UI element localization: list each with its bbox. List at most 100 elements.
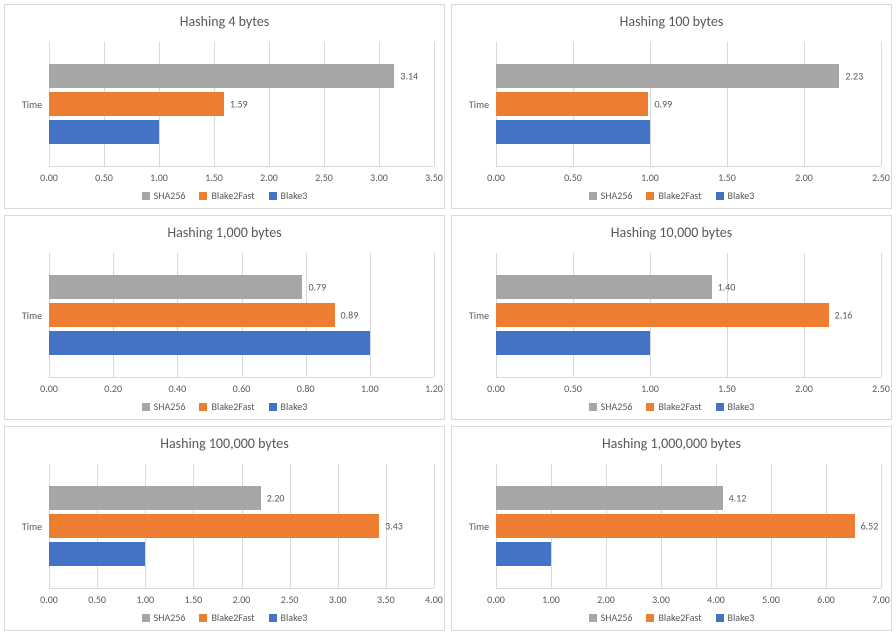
legend-label: SHA256 xyxy=(601,611,633,624)
y-axis-label: Time xyxy=(462,253,496,398)
legend-label: Blake3 xyxy=(728,189,755,202)
bars-group: 2.20 3.43 xyxy=(49,472,434,580)
x-axis-ticks: 0.000.501.001.502.002.50 xyxy=(496,378,881,398)
x-tick-label: 1.50 xyxy=(718,171,736,184)
x-tick-label: 0.50 xyxy=(564,171,582,184)
legend-swatch xyxy=(199,403,207,411)
bar-wrap: 3.43 xyxy=(49,514,434,538)
x-tick-label: 0.50 xyxy=(95,171,113,184)
plot: 4.126.520.001.002.003.004.005.006.007.00 xyxy=(496,464,881,609)
x-tick-label: 4.00 xyxy=(707,593,725,606)
y-axis-label: Time xyxy=(15,464,49,609)
chart-title: Hashing 1,000 bytes xyxy=(15,224,434,241)
bar-value-label: 0.89 xyxy=(341,309,359,322)
legend-swatch xyxy=(589,403,597,411)
legend-item-blake3: Blake3 xyxy=(716,611,755,624)
bars-group: 2.230.99 xyxy=(496,50,881,158)
chart-panel: Hashing 10,000 bytesTime1.402.160.000.50… xyxy=(451,215,892,420)
y-axis-label: Time xyxy=(15,42,49,187)
chart-title: Hashing 4 bytes xyxy=(15,13,434,30)
legend-swatch xyxy=(269,614,277,622)
grid-line xyxy=(434,42,435,166)
x-tick-label: 1.20 xyxy=(425,382,443,395)
x-axis-ticks: 0.000.501.001.502.002.503.003.50 xyxy=(49,167,434,187)
bar-value-label: 3.43 xyxy=(385,520,403,533)
x-tick-label: 1.00 xyxy=(641,382,659,395)
bar-wrap: 3.14 xyxy=(49,64,434,88)
bar-blake3 xyxy=(496,542,551,566)
x-tick-label: 0.00 xyxy=(487,171,505,184)
bar-wrap: 1.59 xyxy=(49,92,434,116)
bar-blake2fast xyxy=(496,303,829,327)
legend-swatch xyxy=(269,403,277,411)
grid-line xyxy=(881,253,882,377)
plot: 2.230.99 0.000.501.001.502.002.50 xyxy=(496,42,881,187)
bar-value-label: 2.20 xyxy=(267,492,285,505)
plot: 0.790.890.000.200.400.600.801.001.20 xyxy=(49,253,434,398)
chart-title: Hashing 1,000,000 bytes xyxy=(462,435,881,452)
plot-area: 1.402.16 xyxy=(496,253,881,378)
legend-item-sha256: SHA256 xyxy=(589,611,633,624)
legend-label: Blake3 xyxy=(728,611,755,624)
bar-blake2fast xyxy=(49,303,335,327)
x-tick-label: 2.50 xyxy=(315,171,333,184)
plot-area: 3.14 1.59 xyxy=(49,42,434,167)
bar-wrap xyxy=(496,120,881,144)
legend-item-blake3: Blake3 xyxy=(716,400,755,413)
bars-group: 1.402.16 xyxy=(496,261,881,369)
legend-item-blake2fast: Blake2Fast xyxy=(199,611,254,624)
legend-item-sha256: SHA256 xyxy=(142,611,186,624)
legend-swatch xyxy=(199,192,207,200)
legend-swatch xyxy=(269,192,277,200)
bar-value-label: 3.14 xyxy=(400,70,418,83)
legend-label: Blake2Fast xyxy=(211,400,254,413)
chart-panel: Hashing 100,000 bytes Time 2.20 3.43 0.000.5… xyxy=(4,426,445,631)
bars-group: 4.126.52 xyxy=(496,472,881,580)
plot-row: Time3.141.590.000.501.001.502.002.503.00… xyxy=(15,42,434,187)
x-tick-label: 2.00 xyxy=(260,171,278,184)
legend-item-blake2fast: Blake2Fast xyxy=(199,189,254,202)
legend: SHA256Blake2FastBlake3 xyxy=(15,400,434,413)
y-axis-label: Time xyxy=(462,464,496,609)
legend-item-blake3: Blake3 xyxy=(716,189,755,202)
bar-sha256 xyxy=(496,64,839,88)
bar-wrap xyxy=(49,120,434,144)
x-axis-ticks: 0.000.501.001.502.002.503.003.504.00 xyxy=(49,589,434,609)
x-tick-label: 1.00 xyxy=(136,593,154,606)
legend-swatch xyxy=(142,403,150,411)
legend-item-blake3: Blake3 xyxy=(269,189,308,202)
legend-label: Blake3 xyxy=(728,400,755,413)
x-tick-label: 1.00 xyxy=(542,593,560,606)
bar-wrap: 0.99 xyxy=(496,92,881,116)
legend-item-blake3: Blake3 xyxy=(269,611,308,624)
plot-area: 4.126.52 xyxy=(496,464,881,589)
plot: 3.141.590.000.501.001.502.002.503.003.50 xyxy=(49,42,434,187)
bar-wrap: 2.20 xyxy=(49,486,434,510)
charts-grid: Hashing 4 bytesTime3.141.590.000.501.001… xyxy=(4,4,892,631)
chart-title: Hashing 100,000 bytes xyxy=(15,435,434,452)
legend-label: SHA256 xyxy=(154,400,186,413)
x-axis-ticks: 0.000.501.001.502.002.50 xyxy=(496,167,881,187)
legend-item-sha256: SHA256 xyxy=(142,189,186,202)
x-tick-label: 0.00 xyxy=(487,593,505,606)
chart-panel: Hashing 1,000 bytesTime0.790.890.000.200… xyxy=(4,215,445,420)
x-tick-label: 7.00 xyxy=(872,593,890,606)
chart-panel: Hashing 4 bytesTime3.141.590.000.501.001… xyxy=(4,4,445,209)
x-tick-label: 1.50 xyxy=(718,382,736,395)
x-tick-label: 0.80 xyxy=(297,382,315,395)
chart-title: Hashing 100 bytes xyxy=(462,13,881,30)
bar-wrap: 1.40 xyxy=(496,275,881,299)
legend-swatch xyxy=(716,614,724,622)
x-tick-label: 2.00 xyxy=(597,593,615,606)
x-axis-ticks: 0.001.002.003.004.005.006.007.00 xyxy=(496,589,881,609)
legend-swatch xyxy=(589,614,597,622)
plot: 2.20 3.43 0.000.501.001.502.002.503.003.50… xyxy=(49,464,434,609)
bar-blake2fast xyxy=(496,92,648,116)
bar-blake2fast xyxy=(49,514,379,538)
x-tick-label: 0.50 xyxy=(564,382,582,395)
grid-line xyxy=(881,42,882,166)
bar-blake3 xyxy=(496,120,650,144)
bar-wrap xyxy=(49,542,434,566)
x-tick-label: 2.50 xyxy=(872,171,890,184)
x-tick-label: 3.00 xyxy=(329,593,347,606)
